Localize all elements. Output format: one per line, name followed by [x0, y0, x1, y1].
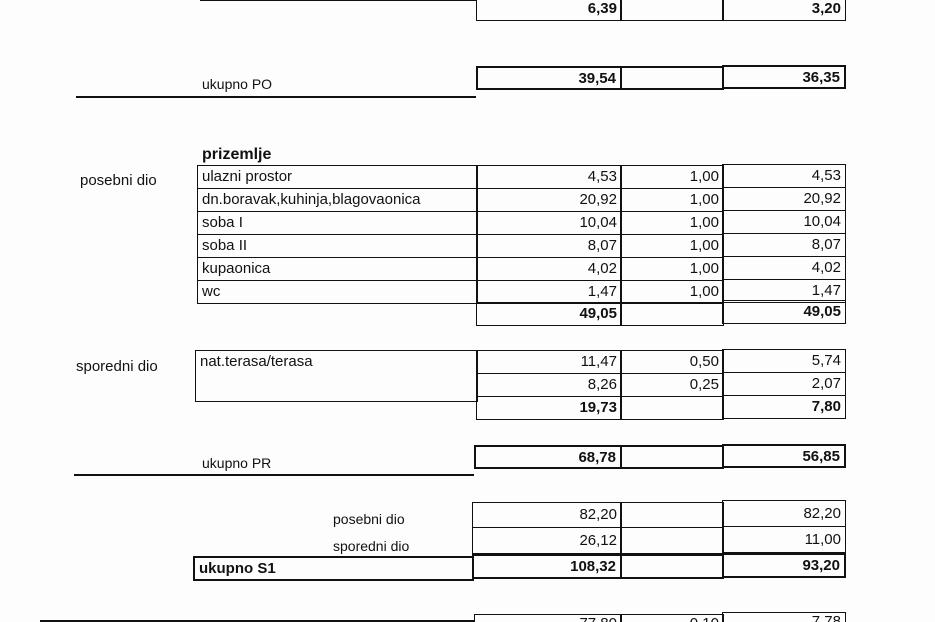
coef-cell: 1,00	[620, 257, 724, 281]
summary-total-label: ukupno S1	[193, 556, 474, 581]
top-area-cell: 6,39	[476, 0, 622, 21]
weighted-cell: 4,53	[722, 164, 846, 188]
ukupno-po-label: ukupno PO	[202, 76, 273, 92]
weighted-cell: 20,92	[722, 187, 846, 211]
sporedni-total-coef	[620, 396, 724, 420]
divider	[76, 96, 476, 98]
posebni-total-area: 49,05	[476, 302, 622, 326]
summary-sporedni-label: sporedni dio	[333, 538, 410, 554]
weighted-cell: 8,07	[722, 233, 846, 257]
bottom-coef: 0,10	[620, 614, 724, 622]
summary-sporedni-weighted: 11,00	[722, 526, 846, 553]
summary-sporedni-area: 26,12	[472, 527, 622, 554]
coef-cell: 0,50	[620, 350, 724, 374]
ukupno-po-coef	[620, 66, 724, 90]
posebni-dio-label: posebni dio	[80, 172, 157, 189]
posebni-total-weighted: 49,05	[722, 300, 846, 324]
ukupno-pr-weighted: 56,85	[722, 444, 846, 468]
weighted-cell: 10,04	[722, 210, 846, 234]
coef-cell: 1,00	[620, 211, 724, 235]
area-cell: 10,04	[476, 211, 622, 235]
sporedni-total-weighted: 7,80	[722, 395, 846, 419]
area-cell: 1,47	[476, 280, 622, 304]
top-weighted-cell: 3,20	[722, 0, 846, 21]
coef-cell: 1,00	[620, 234, 724, 258]
ukupno-pr-label: ukupno PR	[202, 455, 272, 471]
row-name-cell: soba I	[197, 211, 478, 235]
area-cell: 11,47	[476, 350, 622, 374]
summary-total-weighted: 93,20	[722, 553, 846, 578]
row-name: nat.terasa/terasa	[200, 353, 313, 370]
row-name-cell: kupaonica	[197, 257, 478, 281]
divider	[200, 0, 476, 1]
section-heading: prizemlje	[202, 146, 272, 163]
summary-posebni-coef	[620, 502, 724, 528]
coef-cell: 1,00	[620, 165, 724, 189]
area-cell: 4,53	[476, 165, 622, 189]
weighted-cell: 1,47	[722, 279, 846, 303]
top-coef-cell	[620, 0, 724, 21]
ukupno-pr-coef	[620, 445, 724, 469]
weighted-cell: 2,07	[722, 372, 846, 396]
summary-posebni-area: 82,20	[472, 502, 622, 528]
row-name-cell: ulazni prostor	[197, 165, 478, 189]
area-cell: 8,07	[476, 234, 622, 258]
area-cell: 4,02	[476, 257, 622, 281]
row-name-cell: dn.boravak,kuhinja,blagovaonica	[197, 188, 478, 212]
row-name-cell: wc	[197, 280, 478, 304]
coef-cell: 1,00	[620, 188, 724, 212]
divider	[74, 474, 474, 476]
bottom-weighted: 7,78	[722, 612, 846, 622]
weighted-cell: 4,02	[722, 256, 846, 280]
sporedni-dio-label: sporedni dio	[76, 358, 158, 375]
row-name-cell: soba II	[197, 234, 478, 258]
ukupno-po-weighted: 36,35	[722, 65, 846, 89]
summary-total-area: 108,32	[472, 554, 622, 579]
area-cell: 20,92	[476, 188, 622, 212]
ukupno-po-area: 39,54	[476, 66, 622, 90]
summary-posebni-label: posebni dio	[333, 511, 405, 527]
area-cell: 8,26	[476, 373, 622, 397]
coef-cell: 1,00	[620, 280, 724, 304]
posebni-total-coef	[620, 302, 724, 326]
sporedni-name-cell: nat.terasa/terasa	[195, 350, 478, 402]
summary-posebni-weighted: 82,20	[722, 500, 846, 527]
coef-cell: 0,25	[620, 373, 724, 397]
summary-sporedni-coef	[620, 527, 724, 554]
divider	[40, 620, 474, 622]
weighted-cell: 5,74	[722, 349, 846, 373]
ukupno-pr-area: 68,78	[474, 445, 622, 469]
sporedni-total-area: 19,73	[476, 396, 622, 420]
summary-total-coef	[620, 554, 724, 579]
bottom-area: 77,80	[474, 614, 622, 622]
